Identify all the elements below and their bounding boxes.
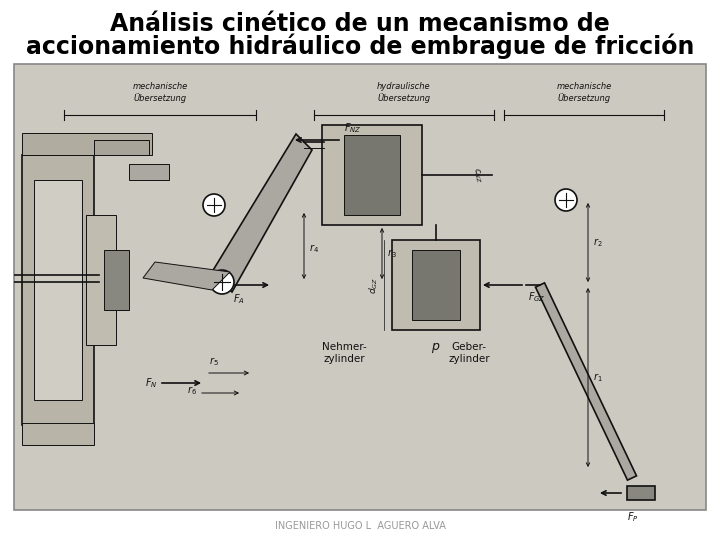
Text: Geber-
zylinder: Geber- zylinder bbox=[448, 342, 490, 364]
Polygon shape bbox=[536, 283, 636, 480]
Bar bbox=[129, 164, 169, 180]
Bar bbox=[344, 135, 400, 215]
Text: $F_A$: $F_A$ bbox=[233, 292, 245, 306]
Text: hydraulische
Übersetzung: hydraulische Übersetzung bbox=[377, 82, 431, 103]
Text: $r_3$: $r_3$ bbox=[387, 247, 397, 260]
Bar bbox=[322, 125, 422, 225]
Bar bbox=[94, 140, 149, 155]
Circle shape bbox=[555, 189, 577, 211]
Text: $r_2$: $r_2$ bbox=[593, 236, 603, 249]
Bar bbox=[627, 486, 655, 500]
Text: $r_5$: $r_5$ bbox=[209, 355, 219, 368]
Text: $F_N$: $F_N$ bbox=[145, 376, 157, 390]
Polygon shape bbox=[143, 262, 230, 290]
Text: Análisis cinético de un mecanismo de: Análisis cinético de un mecanismo de bbox=[110, 12, 610, 36]
Text: INGENIERO HUGO L  AGUERO ALVA: INGENIERO HUGO L AGUERO ALVA bbox=[274, 521, 446, 531]
Text: $F_P$: $F_P$ bbox=[627, 510, 639, 524]
Text: $r_6$: $r_6$ bbox=[187, 384, 197, 397]
Text: Nehmer-
zylinder: Nehmer- zylinder bbox=[322, 342, 366, 364]
Bar bbox=[104, 250, 129, 310]
Circle shape bbox=[210, 270, 234, 294]
Polygon shape bbox=[212, 134, 312, 292]
Text: $r_4$: $r_4$ bbox=[309, 242, 319, 255]
Text: $p$: $p$ bbox=[431, 341, 441, 355]
Bar bbox=[14, 64, 706, 510]
Text: $F_{NZ}$: $F_{NZ}$ bbox=[344, 121, 361, 135]
Bar bbox=[86, 215, 116, 345]
Bar bbox=[392, 240, 480, 330]
Circle shape bbox=[203, 194, 225, 216]
Text: $F_{GZ}$: $F_{GZ}$ bbox=[528, 290, 546, 304]
Text: $d_{GZ}$: $d_{GZ}$ bbox=[368, 276, 380, 294]
Text: accionamiento hidráulico de embrague de fricción: accionamiento hidráulico de embrague de … bbox=[26, 33, 694, 59]
Text: $c_{NZ}$: $c_{NZ}$ bbox=[470, 166, 484, 184]
Text: $r_1$: $r_1$ bbox=[593, 371, 603, 384]
Bar bbox=[22, 155, 94, 425]
Text: mechanische
Übersetzung: mechanische Übersetzung bbox=[557, 82, 611, 103]
Bar bbox=[22, 133, 152, 155]
Text: mechanische
Übersetzung: mechanische Übersetzung bbox=[132, 82, 188, 103]
Bar bbox=[34, 180, 82, 400]
Bar bbox=[412, 250, 460, 320]
Bar bbox=[22, 423, 94, 445]
